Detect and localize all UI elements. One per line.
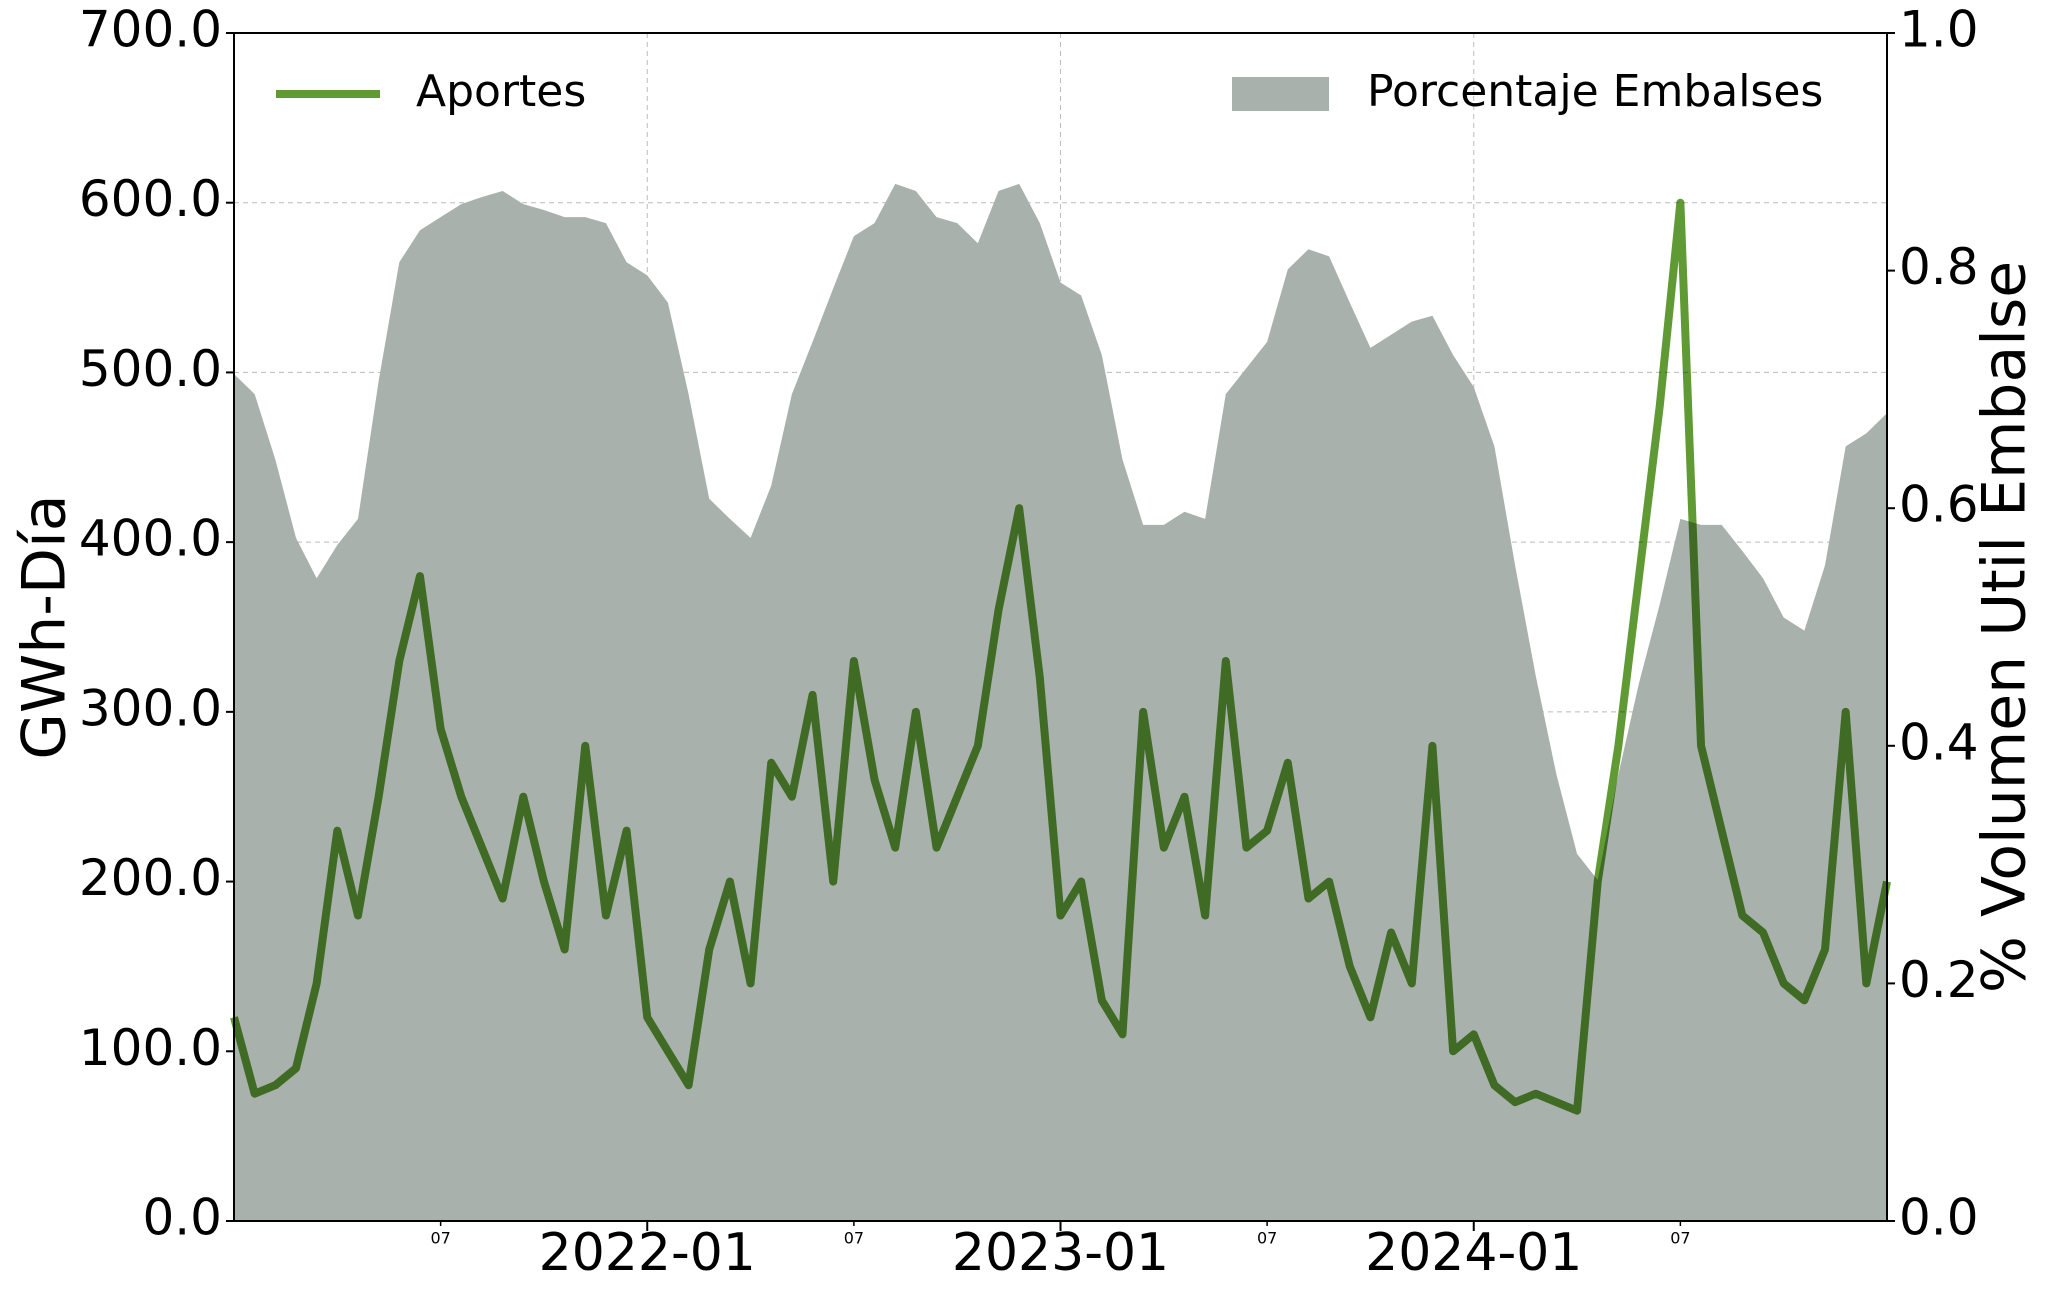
y-tick-label: 700.0: [79, 1, 222, 59]
y-tick-label: 400.0: [79, 510, 222, 568]
legend: Aportes: [276, 66, 586, 117]
y2-tick-label: 0.8: [1899, 238, 1979, 296]
y-tick-label: 600.0: [79, 170, 222, 228]
y2-tick-label: 0.4: [1899, 713, 1979, 771]
y2-tick-label: 0.0: [1899, 1189, 1979, 1247]
area: [234, 183, 1887, 1222]
y-tick-label: 100.0: [79, 1019, 222, 1077]
y2-tick-label: 1.0: [1899, 1, 1979, 59]
y2-tick-label: 0.2: [1899, 951, 1979, 1009]
legend-label: Porcentaje Embalses: [1367, 66, 1823, 117]
legend-label: Aportes: [416, 66, 586, 117]
y-tick-label: 500.0: [79, 340, 222, 398]
x-minor-tick-label: 07: [430, 1229, 450, 1248]
y-tick-label: 200.0: [79, 849, 222, 907]
legend: Porcentaje Embalses: [1232, 66, 1823, 117]
plot-area: [230, 183, 1891, 1222]
y-axis-label: GWh-Día: [10, 494, 80, 759]
axes-frame: [233, 32, 1888, 1222]
y2-tick-label: 0.6: [1899, 476, 1979, 534]
x-minor-tick-label: 07: [1670, 1229, 1690, 1248]
legend-swatch: [1232, 77, 1329, 111]
line: [230, 198, 1891, 1115]
x-minor-tick-label: 07: [1257, 1229, 1277, 1248]
x-minor-tick-label: 07: [844, 1229, 864, 1248]
y2-axis-label: % Volumen Util Embalse: [1970, 261, 2040, 993]
y-tick-label: 300.0: [79, 679, 222, 737]
axes: 0.0 100.0 200.0 300.0 400.0 500.0 600.0 700.0 0.…: [79, 1, 1979, 1284]
y-tick-label: 0.0: [142, 1189, 222, 1247]
x-tick-label: 2023-01: [952, 1223, 1169, 1283]
x-tick-label: 2024-01: [1365, 1223, 1582, 1283]
x-tick-label: 2022-01: [539, 1223, 756, 1283]
